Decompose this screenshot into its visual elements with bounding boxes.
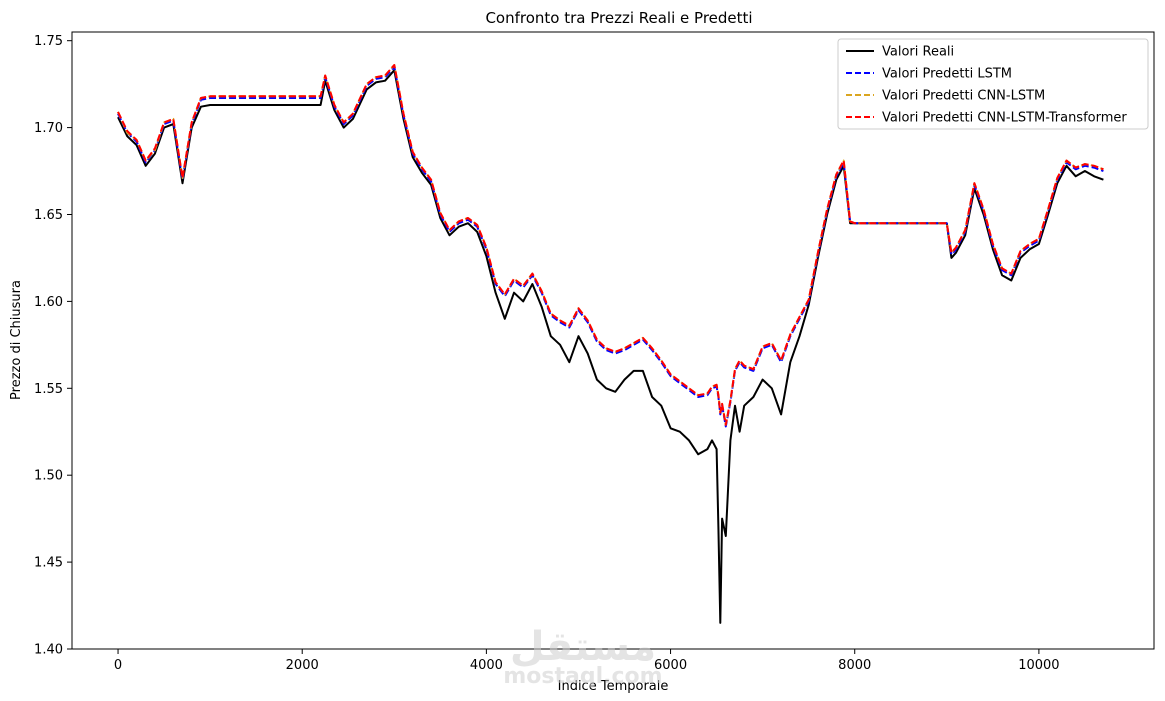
x-axis-title: Indice Temporale [558,679,669,694]
series-line-0 [117,69,1104,624]
legend-label-0: Valori Reali [882,45,954,60]
x-tick-label: 6000 [654,658,687,673]
y-tick-label: 1.55 [34,382,63,397]
y-tick-label: 1.45 [34,556,63,571]
watermark-arabic: مستقل [510,624,656,670]
legend-label-2: Valori Predetti CNN-LSTM [882,89,1045,104]
y-tick-label: 1.70 [34,121,63,136]
y-tick-label: 1.65 [34,208,63,223]
y-tick-label: 1.60 [34,295,63,310]
legend-box [837,38,1149,130]
y-tick-label: 1.50 [34,469,63,484]
x-tick-label: 2000 [286,658,319,673]
watermark-latin: mostaql.com [503,664,662,689]
watermark: مستقل mostaql.com [503,624,662,689]
series-line-3 [117,64,1104,426]
x-axis: 0 2000 4000 6000 8000 10000 [114,649,1060,673]
legend-label-3: Valori Predetti CNN-LSTM-Transformer [882,111,1127,126]
x-tick-label: 0 [114,658,122,673]
plot-frame [71,31,1155,650]
legend: Valori Reali Valori Predetti LSTM Valori P… [837,38,1149,130]
y-axis: 1.40 1.45 1.50 1.55 1.60 1.65 1.70 1.75 [34,34,72,658]
y-axis-title: Prezzo di Chiusura [9,280,24,400]
y-tick-label: 1.75 [34,34,63,49]
x-tick-label: 10000 [1018,658,1059,673]
chart-title: Confronto tra Prezzi Reali e Predetti [485,9,752,27]
legend-label-1: Valori Predetti LSTM [882,67,1012,82]
series-lines [117,64,1104,624]
x-tick-label: 4000 [470,658,503,673]
x-tick-label: 8000 [838,658,871,673]
y-tick-label: 1.40 [34,643,63,658]
